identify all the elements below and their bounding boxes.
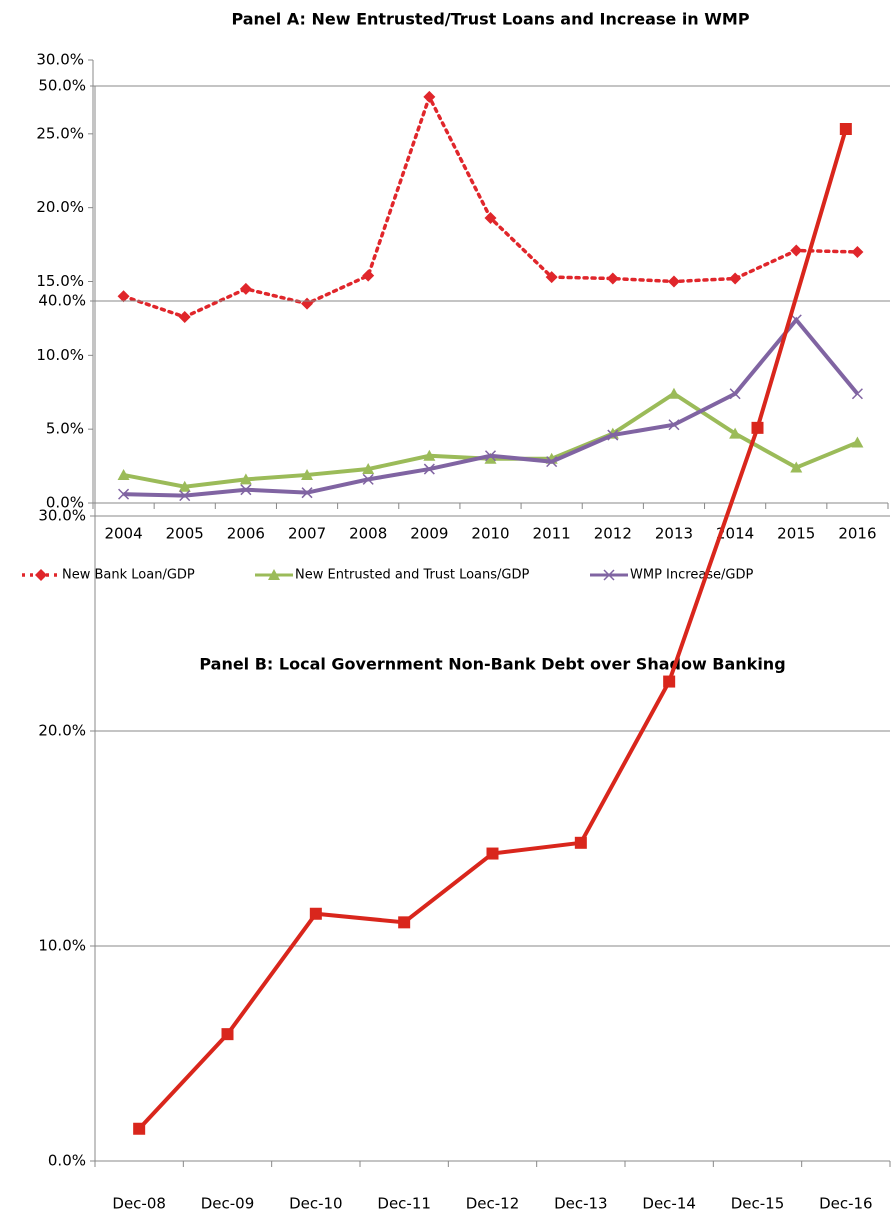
legend-marker bbox=[603, 569, 615, 581]
marker bbox=[484, 212, 497, 225]
y-tick-label: 10.0% bbox=[36, 346, 84, 364]
y-tick-label: 30.0% bbox=[36, 51, 84, 69]
y-tick-label: 30.0% bbox=[38, 507, 86, 525]
marker bbox=[118, 488, 130, 500]
marker bbox=[178, 480, 191, 492]
marker bbox=[667, 387, 680, 399]
chart-title: Panel A: New Entrusted/Trust Loans and I… bbox=[231, 10, 749, 29]
y-tick-label: 20.0% bbox=[38, 722, 86, 740]
y-tick-label: 15.0% bbox=[36, 272, 84, 290]
x-tick-label: Dec-09 bbox=[201, 1195, 255, 1213]
x-tick-label: 2010 bbox=[471, 525, 509, 543]
y-tick-label: 50.0% bbox=[38, 77, 86, 95]
y-tick-label: 0.0% bbox=[48, 1152, 86, 1170]
marker bbox=[790, 244, 803, 257]
y-tick-label: 0.0% bbox=[46, 494, 84, 512]
marker bbox=[398, 916, 411, 929]
marker bbox=[729, 388, 741, 400]
legend-marker bbox=[268, 569, 280, 580]
x-tick-label: 2004 bbox=[104, 525, 142, 543]
marker bbox=[851, 245, 864, 258]
marker bbox=[667, 275, 680, 288]
marker bbox=[751, 421, 764, 434]
legend-label: WMP Increase/GDP bbox=[630, 568, 754, 583]
series-line bbox=[123, 391, 859, 489]
legend-label: New Entrusted and Trust Loans/GDP bbox=[295, 568, 529, 583]
x-tick-label: Dec-14 bbox=[642, 1195, 696, 1213]
x-tick-label: Dec-10 bbox=[289, 1195, 343, 1213]
x-tick-label: 2014 bbox=[716, 525, 754, 543]
marker bbox=[301, 487, 313, 499]
marker bbox=[486, 847, 499, 860]
marker bbox=[301, 297, 314, 310]
legend-label: New Bank Loan/GDP bbox=[62, 568, 195, 583]
x-tick-label: Dec-08 bbox=[112, 1195, 166, 1213]
y-tick-label: 40.0% bbox=[38, 292, 86, 310]
x-tick-label: Dec-12 bbox=[466, 1195, 520, 1213]
marker bbox=[546, 456, 558, 468]
marker bbox=[362, 473, 374, 485]
series-line bbox=[121, 92, 860, 319]
marker bbox=[663, 675, 676, 688]
marker bbox=[178, 310, 191, 323]
marker bbox=[729, 427, 742, 439]
y-tick-label: 25.0% bbox=[36, 124, 84, 142]
x-tick-label: Dec-16 bbox=[819, 1195, 873, 1213]
marker bbox=[606, 272, 619, 285]
marker bbox=[851, 388, 863, 400]
marker bbox=[851, 436, 864, 448]
marker bbox=[668, 419, 680, 431]
x-tick-label: 2013 bbox=[655, 525, 693, 543]
y-tick-label: 20.0% bbox=[36, 198, 84, 216]
x-tick-label: 2015 bbox=[777, 525, 815, 543]
marker bbox=[484, 450, 497, 462]
x-tick-label: 2005 bbox=[166, 525, 204, 543]
series-line bbox=[123, 316, 859, 498]
marker bbox=[839, 123, 852, 135]
marker bbox=[117, 468, 130, 480]
marker bbox=[423, 90, 436, 103]
marker bbox=[239, 473, 252, 485]
marker bbox=[607, 429, 619, 441]
x-tick-label: 2007 bbox=[288, 525, 326, 543]
x-tick-label: 2011 bbox=[533, 525, 571, 543]
marker bbox=[729, 272, 742, 285]
marker bbox=[240, 484, 252, 496]
marker bbox=[484, 452, 497, 464]
marker bbox=[362, 269, 375, 282]
marker bbox=[179, 490, 191, 502]
marker bbox=[790, 461, 803, 473]
marker bbox=[117, 290, 130, 303]
chart-title: Panel B: Local Government Non-Bank Debt … bbox=[199, 655, 785, 674]
marker bbox=[423, 463, 435, 475]
x-tick-label: 2006 bbox=[227, 525, 265, 543]
x-tick-label: 2012 bbox=[594, 525, 632, 543]
marker bbox=[301, 468, 314, 480]
marker bbox=[574, 836, 587, 849]
legend-marker bbox=[35, 569, 47, 581]
x-tick-label: 2016 bbox=[838, 525, 876, 543]
y-tick-label: 10.0% bbox=[38, 937, 86, 955]
x-tick-label: 2009 bbox=[410, 525, 448, 543]
x-tick-label: 2008 bbox=[349, 525, 387, 543]
marker bbox=[790, 314, 802, 326]
marker bbox=[362, 463, 375, 475]
y-tick-label: 5.0% bbox=[46, 420, 84, 438]
marker bbox=[133, 1122, 146, 1135]
marker bbox=[545, 271, 558, 284]
x-tick-label: Dec-15 bbox=[731, 1195, 785, 1213]
marker bbox=[309, 907, 322, 920]
marker bbox=[221, 1028, 234, 1041]
x-tick-label: Dec-11 bbox=[377, 1195, 431, 1213]
x-tick-label: Dec-13 bbox=[554, 1195, 608, 1213]
marker bbox=[423, 449, 436, 461]
marker bbox=[239, 282, 252, 295]
